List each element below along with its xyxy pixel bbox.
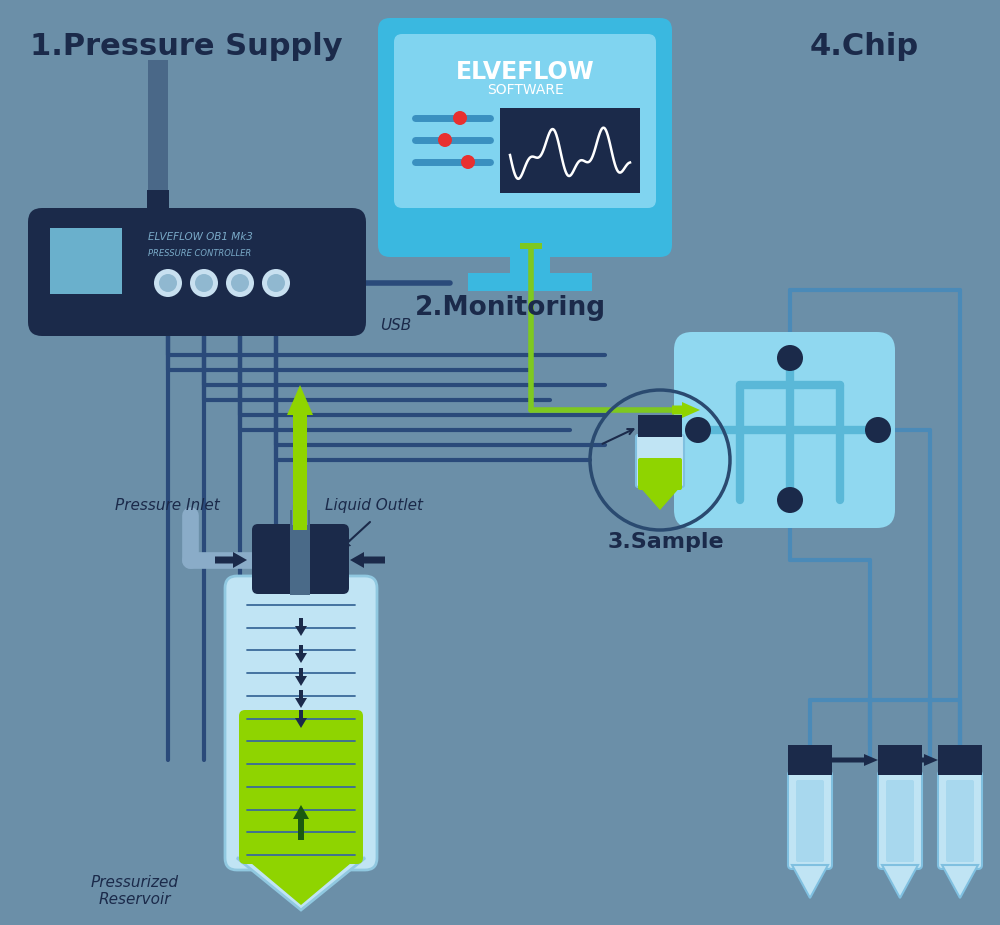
FancyArrow shape [287, 385, 313, 530]
Text: PRESSURE CONTROLLER: PRESSURE CONTROLLER [148, 249, 252, 258]
Bar [938, 745, 982, 775]
Circle shape [267, 274, 285, 292]
Circle shape [685, 417, 711, 443]
FancyBboxPatch shape [28, 208, 366, 336]
Text: 1.Pressure Supply: 1.Pressure Supply [30, 32, 343, 61]
FancyBboxPatch shape [938, 771, 982, 869]
Polygon shape [638, 485, 682, 510]
FancyArrow shape [832, 754, 878, 766]
Circle shape [461, 155, 475, 169]
Circle shape [777, 487, 803, 513]
Text: ELVEFLOW OB1 Mk3: ELVEFLOW OB1 Mk3 [148, 232, 252, 242]
Text: SOFTWARE: SOFTWARE [487, 83, 563, 97]
Bar [788, 745, 832, 775]
Circle shape [262, 269, 290, 297]
FancyArrow shape [295, 690, 307, 708]
Bar [500, 108, 640, 193]
Text: 4.Chip: 4.Chip [810, 32, 919, 61]
FancyArrow shape [293, 805, 309, 840]
Bar [50, 228, 122, 294]
Bar [292, 505, 308, 525]
FancyBboxPatch shape [946, 780, 974, 862]
FancyBboxPatch shape [638, 458, 682, 490]
FancyBboxPatch shape [252, 524, 349, 594]
FancyBboxPatch shape [378, 18, 672, 257]
Circle shape [226, 269, 254, 297]
FancyBboxPatch shape [796, 780, 824, 862]
Circle shape [453, 111, 467, 125]
FancyBboxPatch shape [788, 771, 832, 869]
FancyArrow shape [342, 538, 351, 548]
Text: USB: USB [380, 318, 411, 333]
Circle shape [865, 417, 891, 443]
Text: Pressure Inlet: Pressure Inlet [115, 498, 220, 513]
Text: 2.Monitoring: 2.Monitoring [415, 295, 606, 321]
Circle shape [195, 274, 213, 292]
FancyBboxPatch shape [674, 332, 895, 528]
Text: Pressurized
Reservoir: Pressurized Reservoir [91, 875, 179, 907]
Polygon shape [792, 865, 828, 898]
FancyArrow shape [350, 552, 385, 568]
FancyArrow shape [295, 710, 307, 728]
Circle shape [190, 269, 218, 297]
Circle shape [777, 345, 803, 371]
FancyArrow shape [215, 552, 247, 568]
FancyArrow shape [295, 645, 307, 663]
Circle shape [159, 274, 177, 292]
Polygon shape [882, 865, 918, 898]
Text: ELVEFLOW: ELVEFLOW [456, 60, 594, 84]
FancyBboxPatch shape [878, 771, 922, 869]
Circle shape [231, 274, 249, 292]
FancyArrow shape [672, 402, 700, 418]
FancyArrow shape [139, 190, 177, 240]
Bar [148, 60, 168, 190]
Text: 3.Sample: 3.Sample [608, 532, 725, 552]
FancyBboxPatch shape [239, 710, 363, 864]
Bar [290, 510, 310, 595]
Polygon shape [237, 858, 365, 910]
Bar [468, 273, 592, 291]
FancyBboxPatch shape [636, 435, 684, 487]
Circle shape [438, 133, 452, 147]
FancyBboxPatch shape [394, 34, 656, 208]
FancyArrow shape [922, 754, 938, 766]
Polygon shape [942, 865, 978, 898]
Circle shape [154, 269, 182, 297]
FancyBboxPatch shape [886, 780, 914, 862]
FancyArrow shape [295, 668, 307, 686]
Bar [510, 245, 550, 273]
Bar [638, 415, 682, 437]
Polygon shape [245, 858, 357, 905]
FancyArrow shape [295, 618, 307, 636]
Text: Liquid Outlet: Liquid Outlet [325, 498, 423, 513]
Bar [520, 243, 542, 249]
FancyBboxPatch shape [225, 576, 377, 870]
Bar [878, 745, 922, 775]
